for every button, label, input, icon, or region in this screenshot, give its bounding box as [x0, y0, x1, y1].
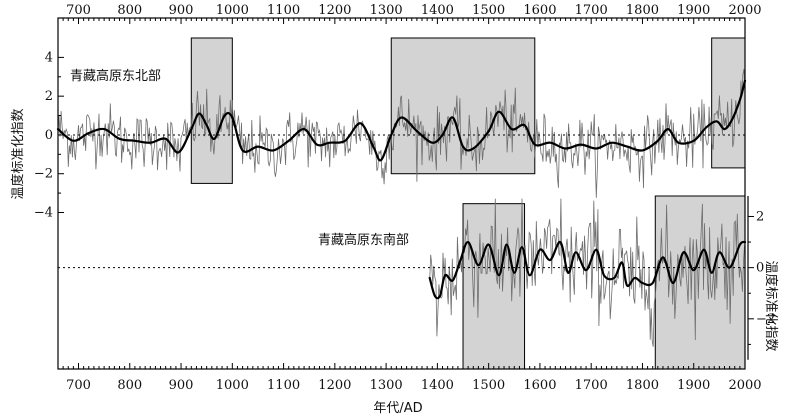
x-tick-label-bottom: 1700	[575, 378, 608, 393]
x-tick-label-top: 2000	[728, 3, 761, 18]
smoothed-series-northeast	[56, 79, 747, 162]
raw-series-northeast	[57, 68, 746, 198]
x-axis-bottom: 700 800 900 1000 1100 1200 1300 1400 1500 1600 170…	[57, 363, 762, 393]
y-tick-label-left: 2	[45, 89, 53, 104]
shaded-period-se-1	[462, 203, 526, 370]
x-tick-label-top: 1300	[370, 3, 403, 18]
x-tick-label-bottom: 1400	[421, 378, 454, 393]
y-axis-left: 4 2 0 −2 −4	[34, 50, 64, 220]
y-tick-label-left: 4	[45, 50, 53, 65]
x-tick-label-top: 800	[117, 3, 142, 18]
x-axis-top: 700 800 900 1000 1100 1200 1300 1400 1500 1600 170…	[57, 3, 762, 24]
shaded-periods	[190, 37, 746, 370]
x-tick-label-top: 1500	[472, 3, 505, 18]
y-axis-title-left: 温度标准化指数	[10, 108, 26, 199]
panel-label-southeast: 青藏高原东南部	[318, 232, 409, 248]
panel-label-northeast: 青藏高原东北部	[70, 68, 161, 84]
x-tick-label-bottom: 1900	[677, 378, 710, 393]
x-tick-label-bottom: 1200	[318, 378, 351, 393]
x-axis-title: 年代/AD	[373, 401, 422, 416]
y-tick-label-left: −4	[34, 205, 53, 220]
y-axis-title-right: 温度标准化指数	[763, 260, 779, 351]
x-tick-label-top: 700	[66, 3, 91, 18]
x-tick-label-bottom: 800	[117, 378, 142, 393]
x-tick-label-top: 1400	[421, 3, 454, 18]
x-tick-label-bottom: 2000	[728, 378, 761, 393]
y-tick-label-left: −2	[34, 167, 53, 182]
x-tick-label-bottom: 1500	[472, 378, 505, 393]
y-axis-right: 2 0 −2	[747, 196, 775, 360]
x-tick-label-bottom: 700	[66, 378, 91, 393]
x-tick-label-bottom: 1800	[626, 378, 659, 393]
x-tick-label-bottom: 1100	[267, 378, 300, 393]
shaded-period-ne-1	[190, 37, 233, 184]
smoothed-series-southeast	[428, 240, 747, 300]
smoothed-series-layer	[56, 79, 747, 300]
x-tick-label-bottom: 900	[169, 378, 194, 393]
y-tick-label-left: 0	[45, 128, 53, 143]
shaded-period-se-2	[654, 195, 746, 370]
x-tick-label-bottom: 1300	[370, 378, 403, 393]
x-tick-label-top: 1100	[267, 3, 300, 18]
x-tick-label-top: 1200	[318, 3, 351, 18]
x-tick-label-bottom: 1600	[523, 378, 556, 393]
x-tick-label-top: 1700	[575, 3, 608, 18]
x-tick-label-top: 1800	[626, 3, 659, 18]
x-tick-label-top: 1900	[677, 3, 710, 18]
x-tick-label-top: 900	[169, 3, 194, 18]
x-tick-label-top: 1000	[216, 3, 249, 18]
x-tick-label-top: 1600	[523, 3, 556, 18]
y-tick-label-right: 0	[756, 261, 764, 276]
y-tick-label-right: −2	[756, 312, 775, 327]
x-tick-label-bottom: 1000	[216, 378, 249, 393]
y-tick-label-right: 2	[756, 209, 764, 224]
